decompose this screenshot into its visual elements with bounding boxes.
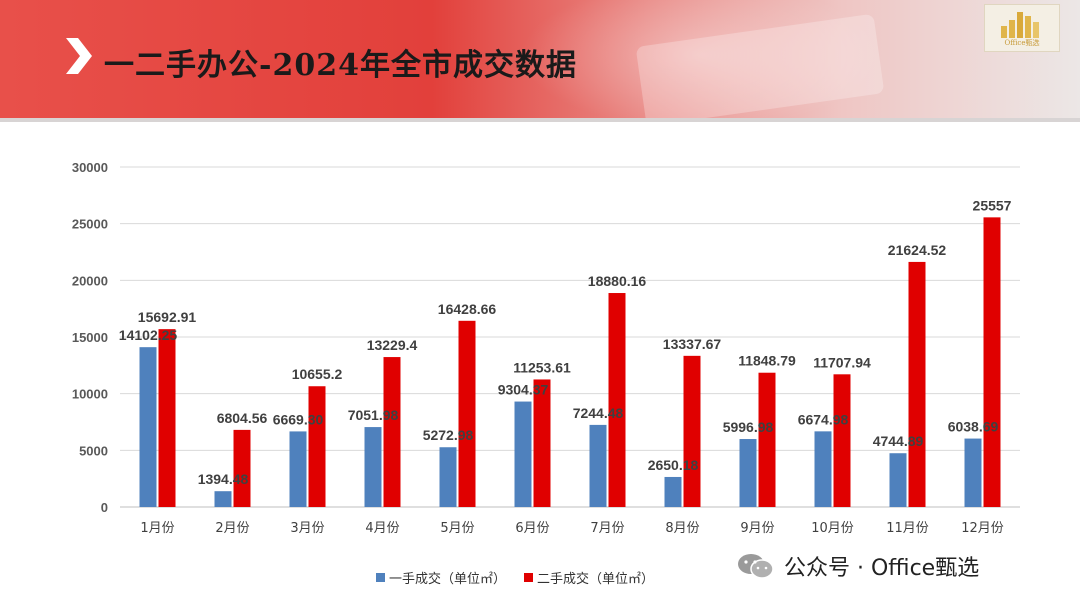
header-banner (0, 0, 1080, 122)
data-label-series2: 10655.2 (292, 366, 343, 382)
data-label-series1: 5996.98 (723, 419, 774, 435)
banner-photo-highlight (520, 0, 880, 122)
chart-legend: 一手成交（单位㎡） 二手成交（单位㎡） (376, 568, 654, 587)
bar-series2 (308, 386, 326, 507)
bar-series1 (964, 438, 982, 507)
x-tick-label: 5月份 (440, 521, 474, 536)
y-tick-label: 30000 (72, 160, 108, 175)
bar-series2 (983, 217, 1001, 507)
x-tick-label: 4月份 (365, 521, 399, 536)
data-label-series2: 18880.16 (588, 273, 647, 289)
bar-series2 (533, 379, 551, 507)
bar-series1 (214, 491, 232, 507)
data-label-series1: 7244.48 (573, 405, 624, 421)
bar-series2 (608, 293, 626, 507)
wechat-icon (738, 554, 774, 579)
legend-swatch-series1 (376, 573, 385, 582)
bar-series1 (664, 476, 682, 507)
bar-series1 (814, 431, 832, 507)
data-label-series1: 9304.37 (498, 382, 549, 398)
data-label-series2: 11253.61 (513, 359, 571, 375)
building-bars-icon (1001, 12, 1039, 38)
x-tick-label: 12月份 (961, 521, 1004, 536)
legend-item-series1: 一手成交（单位㎡） (376, 568, 506, 587)
watermark-text: 公众号 · Office甄选 (784, 556, 980, 581)
logo-text: Office甄选 (1004, 39, 1040, 47)
x-tick-label: 9月份 (740, 521, 774, 536)
data-label-series2: 11707.94 (813, 354, 871, 370)
data-label-series1: 6674.98 (798, 411, 849, 427)
legend-label-series2: 二手成交（单位㎡） (537, 572, 655, 587)
brand-logo: Office甄选 (984, 4, 1060, 52)
x-tick-label: 7月份 (590, 521, 624, 536)
legend-item-series2: 二手成交（单位㎡） (524, 568, 654, 587)
bar-series1 (889, 453, 907, 507)
y-tick-label: 0 (101, 500, 108, 515)
data-label-series2: 15692.91 (138, 309, 197, 325)
legend-swatch-series2 (524, 573, 534, 582)
bar-series2 (158, 329, 176, 507)
bar-series2 (908, 261, 926, 507)
data-label-series2: 13229.4 (367, 337, 418, 353)
page-title: 一二手办公-2024年全市成交数据 (104, 48, 577, 83)
data-label-series2: 16428.66 (438, 301, 497, 317)
y-tick-label: 15000 (72, 330, 108, 345)
data-label-series1: 6669.30 (273, 411, 324, 427)
bar-series2 (383, 357, 401, 507)
data-label-series2: 13337.67 (663, 336, 722, 352)
banner-bottom-line (0, 118, 1080, 122)
y-tick-label: 5000 (79, 443, 108, 458)
data-label-series2: 11848.79 (738, 353, 796, 369)
data-label-series2: 21624.52 (888, 242, 947, 258)
bar-series1 (439, 447, 457, 507)
x-tick-label: 2月份 (215, 521, 249, 536)
watermark: 公众号 · Office甄选 (736, 550, 979, 582)
bar-series1 (739, 439, 757, 507)
legend-label-series1: 一手成交（单位㎡） (389, 572, 507, 587)
data-label-series2: 25557 (973, 197, 1012, 213)
bar-series1 (364, 427, 382, 507)
bar-series2 (758, 372, 776, 507)
bar-series1 (139, 347, 157, 507)
data-label-series1: 2650.18 (648, 457, 699, 473)
data-label-series1: 14102.25 (119, 327, 178, 343)
data-label-series2: 6804.56 (217, 410, 268, 426)
data-label-series1: 6038.69 (948, 419, 999, 435)
bar-series2 (233, 429, 251, 507)
data-label-series1: 1394.48 (198, 471, 249, 487)
data-label-series1: 5272.98 (423, 427, 474, 443)
x-tick-label: 10月份 (811, 521, 854, 536)
x-tick-label: 1月份 (140, 521, 174, 536)
y-tick-label: 25000 (72, 217, 108, 232)
bar-series1 (514, 401, 532, 507)
bar-series2 (833, 374, 851, 507)
bar-series2 (683, 355, 701, 507)
x-tick-label: 8月份 (665, 521, 699, 536)
data-label-series1: 4744.89 (873, 433, 924, 449)
chevron-right-icon (66, 38, 92, 74)
data-label-series1: 7051.98 (348, 407, 399, 423)
bar-series1 (289, 431, 307, 507)
x-tick-label: 3月份 (290, 521, 324, 536)
bar-series2 (458, 320, 476, 507)
y-tick-label: 20000 (72, 273, 108, 288)
bar-series1 (589, 424, 607, 507)
y-tick-label: 10000 (72, 387, 108, 402)
x-tick-label: 11月份 (886, 521, 929, 536)
x-tick-label: 6月份 (515, 521, 549, 536)
